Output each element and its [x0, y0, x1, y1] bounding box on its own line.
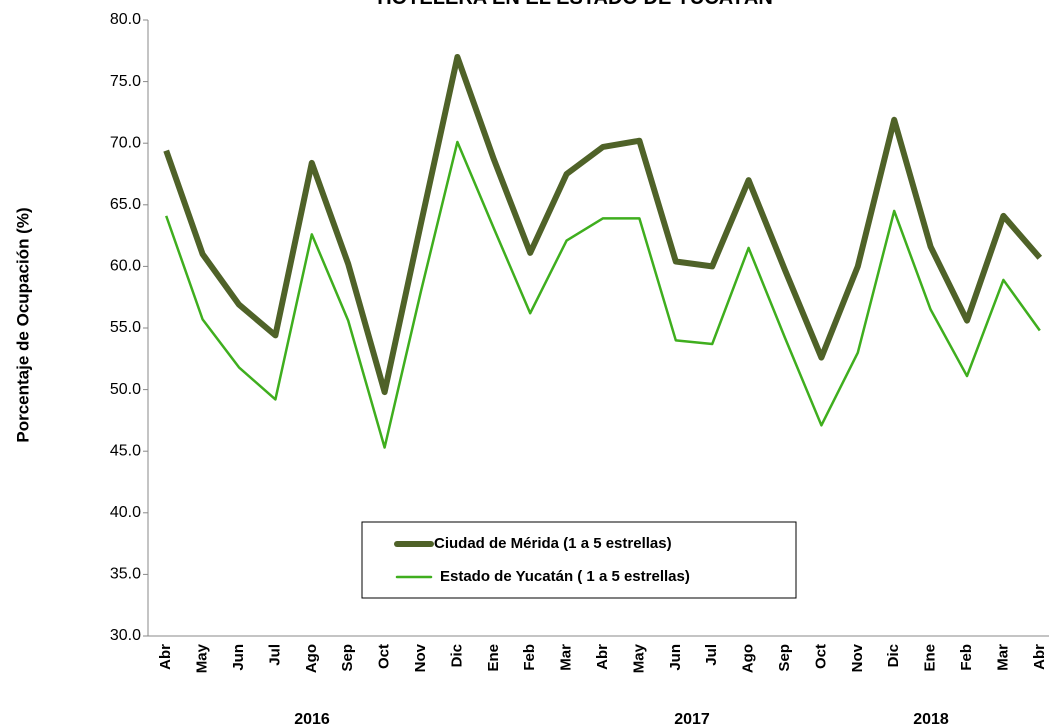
- x-tick-label: Nov: [849, 643, 866, 672]
- x-tick-label: Mar: [994, 644, 1011, 671]
- x-tick-label: Jul: [703, 644, 720, 666]
- year-label: 2017: [674, 711, 710, 727]
- year-label: 2016: [294, 711, 330, 727]
- y-tick-label: 65.0: [110, 196, 141, 213]
- x-tick-label: Abr: [594, 644, 611, 670]
- x-tick-label: Dic: [448, 644, 465, 667]
- y-tick-label: 40.0: [110, 504, 141, 521]
- x-tick-label: May: [194, 643, 211, 673]
- x-tick-label: Abr: [1031, 644, 1048, 670]
- legend-box: [361, 521, 797, 599]
- x-tick-label: Dic: [885, 644, 902, 667]
- y-axis-label: Porcentaje de Ocupación (%): [13, 207, 32, 442]
- legend-label: Estado de Yucatán ( 1 a 5 estrellas): [440, 568, 690, 585]
- x-tick-label: May: [630, 643, 647, 673]
- legend-label: Ciudad de Mérida (1 a 5 estrellas): [434, 535, 672, 552]
- x-tick-label: Oct: [812, 644, 829, 669]
- year-label: 2018: [913, 711, 949, 727]
- x-tick-label: Feb: [521, 644, 538, 671]
- x-tick-label: Ene: [485, 644, 502, 672]
- x-tick-label: Ago: [303, 644, 320, 673]
- x-tick-label: Ene: [922, 644, 939, 672]
- y-tick-label: 60.0: [110, 258, 141, 275]
- y-tick-label: 70.0: [110, 134, 141, 151]
- x-tick-label: Nov: [412, 643, 429, 672]
- series-line: [165, 140, 1041, 449]
- x-tick-label: Jun: [667, 644, 684, 671]
- y-tick-label: 45.0: [110, 442, 141, 459]
- y-tick-label: 50.0: [110, 381, 141, 398]
- series-line: [163, 53, 1043, 396]
- x-tick-label: Mar: [558, 644, 575, 671]
- y-tick-label: 75.0: [110, 73, 141, 90]
- x-tick-label: Ago: [740, 644, 757, 673]
- x-tick-label: Sep: [339, 644, 356, 672]
- x-tick-label: Sep: [776, 644, 793, 672]
- x-tick-label: Feb: [958, 644, 975, 671]
- chart-title: HOTELERA EN EL ESTADO DE YUCATÁN: [377, 0, 773, 9]
- y-tick-label: 30.0: [110, 627, 141, 644]
- y-tick-label: 35.0: [110, 566, 141, 583]
- x-tick-label: Jul: [266, 644, 283, 666]
- x-tick-label: Abr: [157, 644, 174, 670]
- x-tick-label: Jun: [230, 644, 247, 671]
- y-tick-label: 55.0: [110, 319, 141, 336]
- x-tick-label: Oct: [376, 644, 393, 669]
- y-tick-label: 80.0: [110, 11, 141, 28]
